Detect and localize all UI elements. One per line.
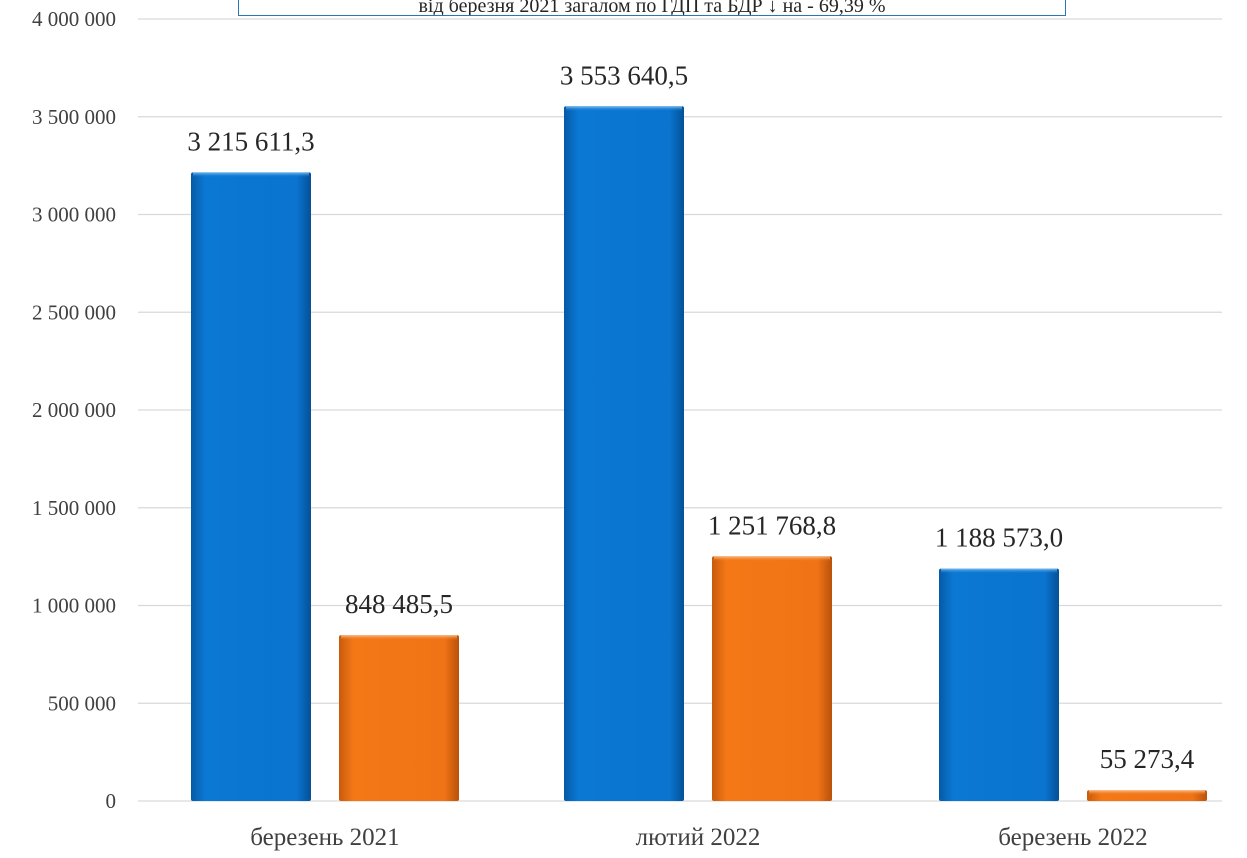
y-axis-tick-labels: 0 500 000 1 000 000 1 500 000 2 000 000 2 500… bbox=[32, 7, 116, 813]
annotation-box: від березня 2021 загалом по ГДП та БДР ↓… bbox=[238, 0, 1066, 16]
data-label: 3 553 640,5 bbox=[560, 60, 688, 90]
y-tick-label: 1 500 000 bbox=[32, 496, 116, 520]
category-label: березень 2022 bbox=[998, 824, 1147, 851]
y-tick-label: 3 500 000 bbox=[32, 105, 116, 129]
data-label: 1 188 573,0 bbox=[935, 523, 1063, 553]
data-label: 848 485,5 bbox=[345, 589, 453, 619]
data-labels: 3 215 611,3 3 553 640,5 1 188 573,0 848 485… bbox=[187, 60, 1194, 774]
bar-highlight bbox=[341, 635, 457, 641]
bar bbox=[712, 556, 832, 801]
y-tick-label: 2 000 000 bbox=[32, 398, 116, 422]
y-tick-label: 0 bbox=[106, 789, 117, 813]
bar-highlight bbox=[714, 556, 830, 562]
y-tick-label: 2 500 000 bbox=[32, 300, 116, 324]
bars bbox=[191, 106, 1207, 801]
y-tick-label: 4 000 000 bbox=[32, 7, 116, 31]
bar bbox=[339, 635, 459, 801]
y-tick-label: 3 000 000 bbox=[32, 203, 116, 227]
x-axis-category-labels: березень 2021 лютий 2022 березень 2022 bbox=[250, 824, 1147, 851]
y-tick-label: 1 000 000 bbox=[32, 594, 116, 618]
bar bbox=[191, 172, 311, 801]
bar-highlight bbox=[941, 568, 1057, 574]
bar bbox=[939, 568, 1059, 801]
bar-highlight bbox=[1089, 790, 1205, 796]
bar-highlight bbox=[193, 172, 309, 178]
data-label: 55 273,4 bbox=[1100, 744, 1195, 774]
category-label: березень 2021 bbox=[250, 824, 399, 851]
category-label: лютий 2022 bbox=[636, 824, 761, 851]
annotation-text: від березня 2021 загалом по ГДП та БДР ↓… bbox=[418, 0, 886, 16]
bar bbox=[564, 106, 684, 801]
data-label: 3 215 611,3 bbox=[187, 126, 314, 156]
bar-highlight bbox=[566, 106, 682, 112]
y-tick-label: 500 000 bbox=[48, 691, 116, 715]
data-label: 1 251 768,8 bbox=[708, 510, 836, 540]
